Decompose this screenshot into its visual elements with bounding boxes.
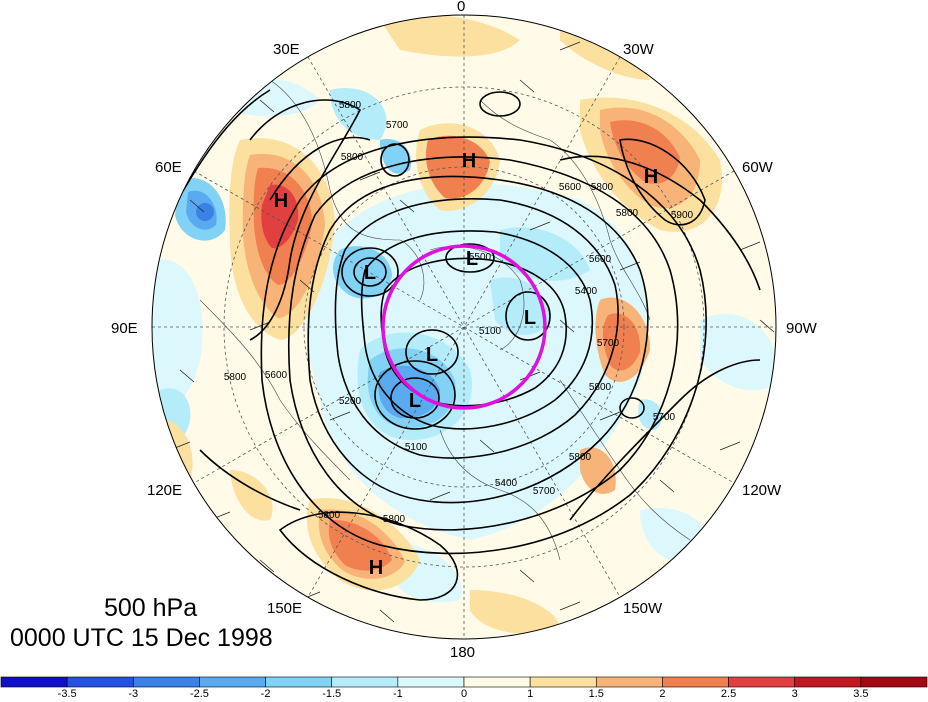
lon-label-120w: 120W bbox=[742, 482, 782, 499]
colorbar-swatch bbox=[595, 676, 663, 688]
high-pressure-center: H bbox=[369, 557, 383, 579]
high-pressure-center: H bbox=[644, 166, 658, 188]
colorbar-swatch bbox=[794, 676, 862, 688]
colorbar-swatch bbox=[0, 676, 68, 688]
colorbar-swatch bbox=[463, 676, 531, 688]
lon-label-90w: 90W bbox=[786, 320, 817, 337]
colorbar-tick-label: -2.5 bbox=[189, 688, 209, 700]
contour-label: 5800 bbox=[383, 514, 406, 525]
contour-label: 5400 bbox=[495, 478, 518, 489]
contour-label: 5600 bbox=[265, 370, 288, 381]
lon-label-120e: 120E bbox=[147, 482, 183, 499]
contour-label: 5800 bbox=[616, 208, 639, 219]
anomaly-shading: 5800 5700 5800 5600 5800 5800 5600 5900 5400 5700… bbox=[152, 15, 776, 639]
colorbar-swatch bbox=[662, 676, 729, 688]
contour-label: 5700 bbox=[653, 412, 676, 423]
contour-label: 5700 bbox=[386, 120, 409, 131]
contour-label: 5700 bbox=[533, 486, 556, 497]
contour-label: 5600 bbox=[559, 182, 582, 193]
contour-label: 5800 bbox=[589, 382, 612, 393]
contour-label: 5200 bbox=[339, 396, 362, 407]
contour-label: 5900 bbox=[671, 210, 694, 221]
contour-label: 5400 bbox=[575, 286, 598, 297]
contour-label: 5800 bbox=[224, 372, 247, 383]
high-pressure-center: H bbox=[274, 190, 288, 212]
contour-label: 5800 bbox=[339, 100, 362, 111]
highlight-circle bbox=[381, 244, 547, 410]
contour-label: 5600 bbox=[589, 254, 612, 265]
colorbar-swatch bbox=[331, 676, 399, 688]
colorbar bbox=[0, 676, 928, 688]
colorbar-tick-label: 2.5 bbox=[720, 688, 737, 700]
lon-label-150e: 150E bbox=[267, 600, 303, 617]
colorbar-swatch bbox=[529, 676, 597, 688]
colorbar-swatch bbox=[397, 676, 465, 688]
contour-label: 5100 bbox=[479, 326, 502, 337]
colorbar-tick-label: -1 bbox=[392, 688, 403, 700]
colorbar-tick-label: -3 bbox=[128, 688, 139, 700]
pressure-centers: H H H H L L L L L bbox=[274, 150, 658, 579]
lon-label-150w: 150W bbox=[623, 600, 663, 617]
pressure-level-title: 500 hPa bbox=[104, 594, 198, 622]
low-pressure-center: L bbox=[364, 262, 376, 284]
colorbar-tick-label: 2 bbox=[659, 688, 666, 700]
lon-label-0: 0 bbox=[457, 0, 466, 15]
map-border bbox=[151, 14, 777, 640]
high-pressure-center: H bbox=[462, 150, 476, 172]
colorbar-tick-label: 3 bbox=[791, 688, 798, 700]
lon-label-60w: 60W bbox=[742, 159, 773, 176]
lon-label-30w: 30W bbox=[623, 41, 654, 58]
low-pressure-center: L bbox=[466, 248, 478, 270]
contour-label: 5800 bbox=[591, 182, 614, 193]
lon-label-90e: 90E bbox=[111, 320, 138, 337]
colorbar-tick-label: 3.5 bbox=[853, 688, 869, 700]
valid-time-title: 0000 UTC 15 Dec 1998 bbox=[10, 624, 273, 652]
lon-label-30e: 30E bbox=[273, 41, 300, 58]
low-pressure-center: L bbox=[409, 390, 421, 412]
colorbar-swatch bbox=[199, 676, 266, 688]
colorbar-tick-label: -1.5 bbox=[322, 688, 342, 700]
colorbar-tick-label: 0 bbox=[460, 688, 468, 700]
contour-label: 5800 bbox=[341, 152, 364, 163]
colorbar-tick-label: -3.5 bbox=[57, 688, 77, 700]
contour-label: 5800 bbox=[318, 510, 341, 521]
colorbar-swatch bbox=[728, 676, 796, 688]
colorbar-tick-label: 1.5 bbox=[588, 688, 604, 700]
colorbar-swatch bbox=[132, 676, 200, 688]
low-pressure-center: L bbox=[524, 307, 536, 329]
lon-label-60e: 60E bbox=[155, 159, 182, 176]
lon-label-180: 180 bbox=[450, 644, 476, 661]
colorbar-tick-label: -2 bbox=[260, 688, 271, 700]
contour-labels: 5800 5700 5800 5600 5800 5800 5600 5900 5400 5700… bbox=[224, 100, 694, 525]
colorbar-swatch bbox=[860, 676, 928, 688]
low-pressure-center: L bbox=[426, 344, 438, 366]
contour-label: 5700 bbox=[597, 338, 620, 349]
contour-label: 5800 bbox=[569, 452, 592, 463]
contour-label: 5100 bbox=[405, 442, 428, 453]
contour-label: 5500 bbox=[469, 252, 492, 263]
colorbar-swatch bbox=[66, 676, 134, 688]
colorbar-swatch bbox=[265, 676, 333, 688]
colorbar-tick-label: 1 bbox=[527, 688, 534, 700]
